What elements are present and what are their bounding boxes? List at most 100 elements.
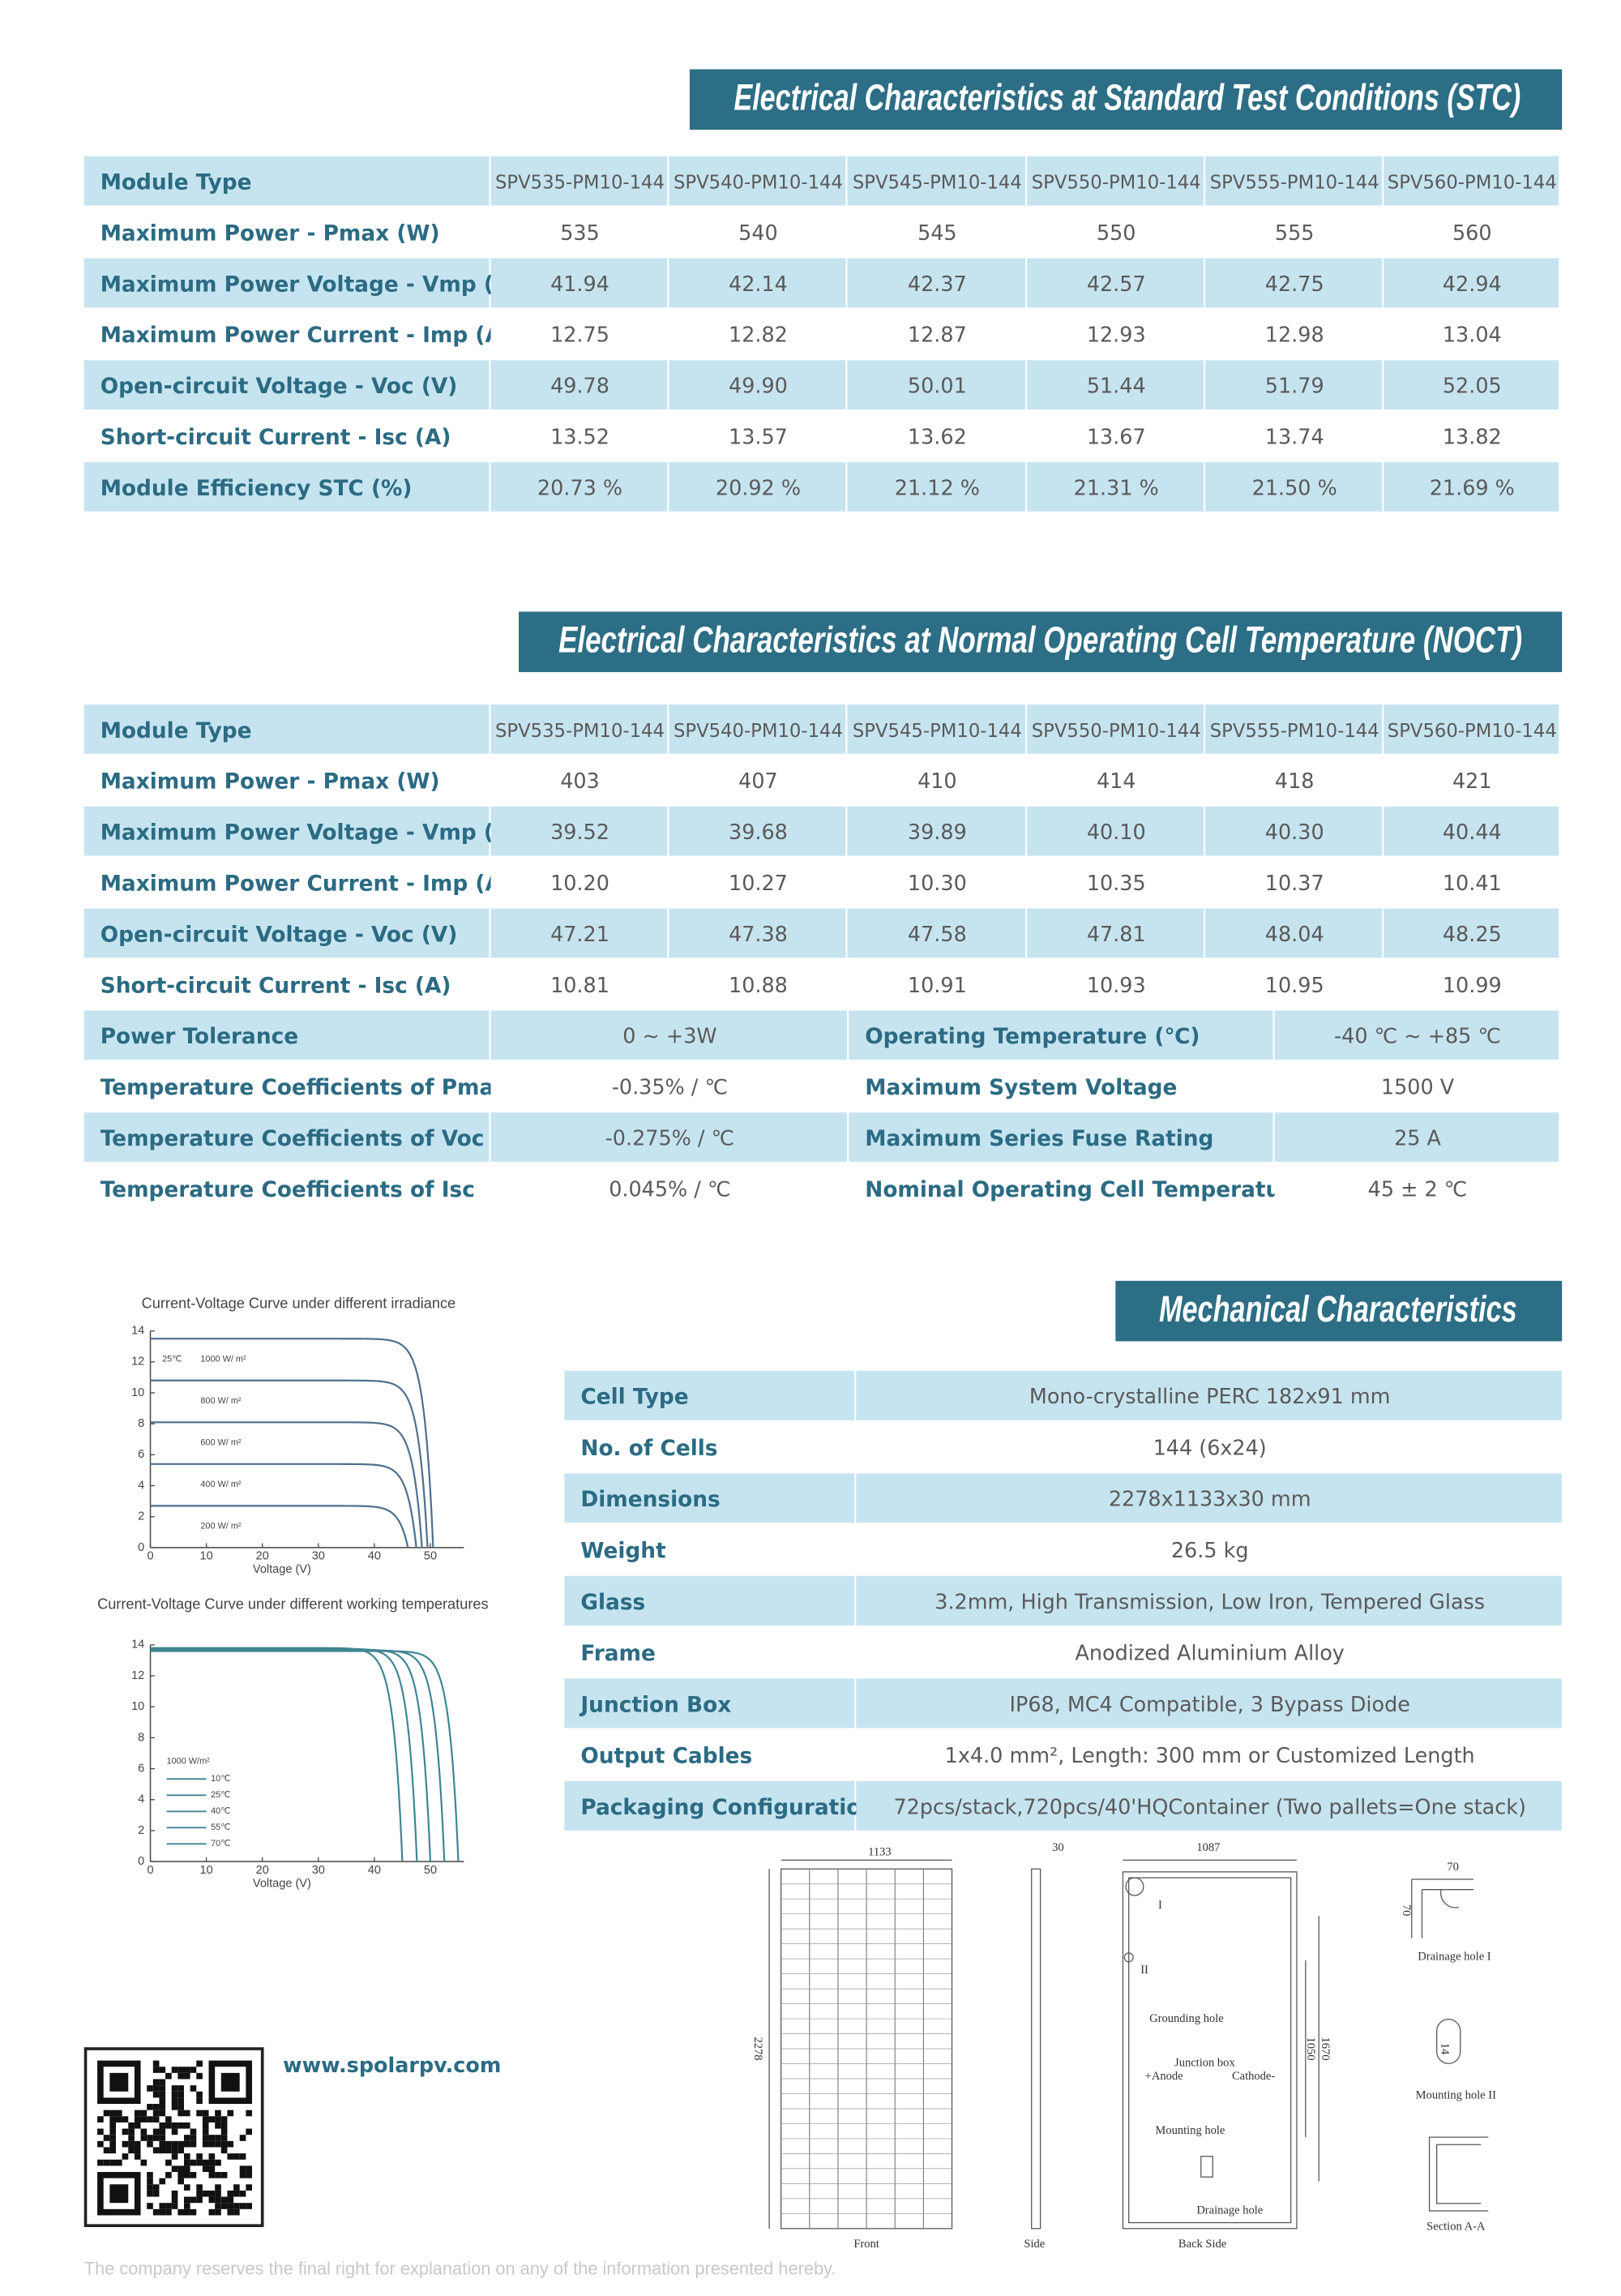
- cell-value: 48.04: [1265, 923, 1324, 947]
- table-cell: [83, 156, 490, 206]
- qr-finder: [109, 2072, 129, 2092]
- qr-module: [215, 2190, 221, 2197]
- cell-value: 545: [917, 221, 957, 246]
- dim-label: 70: [1400, 1904, 1413, 1917]
- qr-module: [183, 2165, 190, 2173]
- table-cell: [856, 1575, 1562, 1626]
- qr-module: [190, 2067, 197, 2073]
- table-cell: [856, 1678, 1562, 1728]
- cell-value: 10.20: [550, 872, 609, 896]
- dim-label: 1050: [1304, 2037, 1317, 2060]
- table-cell: [847, 360, 1026, 410]
- qr-module: [115, 2110, 122, 2117]
- iv-curve: [150, 1338, 434, 1548]
- row-label: Temperature Coefficients of Voc: [101, 1127, 485, 1151]
- y-tick-label: 0: [138, 1855, 144, 1868]
- noct-title-bar: [519, 611, 1563, 673]
- table-cell: [847, 908, 1026, 958]
- qr-module: [165, 2072, 172, 2080]
- table-cell: [83, 857, 490, 907]
- table-cell: [490, 156, 668, 206]
- cell-value: SPV555-PM10-144: [1210, 721, 1379, 742]
- qr-module: [147, 2135, 153, 2141]
- row-label: Module Type: [101, 170, 252, 195]
- table-cell: [669, 258, 846, 308]
- qr-module: [152, 2079, 160, 2086]
- table-cell: [847, 309, 1026, 359]
- footer: The company reserves the final right for…: [84, 2258, 836, 2278]
- x-tick-label: 20: [256, 1864, 269, 1877]
- qr-module: [140, 2116, 148, 2123]
- qr-module: [202, 2140, 209, 2148]
- qr-module: [128, 2122, 135, 2129]
- row-label: Short-circuit Current - Isc (A): [101, 974, 451, 998]
- qr-module: [190, 2172, 197, 2178]
- table-cell: [1027, 462, 1204, 512]
- qr-module: [177, 2208, 184, 2216]
- table-cell: [490, 1163, 848, 1213]
- qr-module: [177, 2172, 184, 2178]
- qr-module: [165, 2116, 172, 2123]
- table-cell: [1027, 258, 1204, 308]
- qr-module: [177, 2110, 184, 2117]
- row-label: Temperature Coefficients of Pmax: [101, 1076, 508, 1100]
- qr-module: [109, 2116, 116, 2123]
- iv-curve: [150, 1648, 432, 1862]
- table-cell: [1274, 1010, 1559, 1060]
- table-cell: [849, 1112, 1273, 1162]
- legend-label: 55℃: [211, 1823, 230, 1832]
- table-cell: [564, 1627, 855, 1677]
- qr-module: [122, 2140, 129, 2148]
- row-label: Maximum Series Fuse Rating: [865, 1127, 1213, 1151]
- row-label: Open-circuit Voltage - Voc (V): [101, 923, 458, 947]
- qr-module: [183, 2140, 190, 2148]
- back-inner: [1128, 1877, 1292, 2224]
- qr-module: [97, 2140, 104, 2148]
- table-cell: [1027, 857, 1204, 907]
- cell-value: 10.95: [1265, 974, 1324, 998]
- table-cell: [1027, 156, 1204, 206]
- qr-module: [115, 2116, 122, 2123]
- cell-value: 10.99: [1443, 974, 1502, 998]
- table-cell: [669, 462, 846, 512]
- table-cell: [490, 755, 668, 805]
- table-cell: [490, 1010, 848, 1060]
- stc-title-bar: [689, 69, 1563, 130]
- drawing-label: I: [1158, 1899, 1162, 1912]
- table-cell: [1027, 411, 1204, 460]
- cell-value: 10.81: [550, 974, 609, 998]
- table-cell: [847, 857, 1026, 907]
- qr-module: [239, 2190, 246, 2197]
- table-cell: [83, 309, 490, 359]
- cell-value: 13.67: [1087, 425, 1146, 449]
- iv-curve: [150, 1421, 423, 1548]
- cell-value: 39.68: [729, 820, 788, 845]
- x-tick-label: 30: [312, 1864, 325, 1877]
- cell-value: 13.82: [1443, 425, 1502, 449]
- table-cell: [564, 1780, 855, 1831]
- row-label: Operating Temperature (℃): [865, 1025, 1200, 1049]
- table-cell: [856, 1473, 1562, 1523]
- legend-label: 25℃: [211, 1790, 230, 1800]
- table-cell: [1027, 360, 1204, 410]
- cell-value: 42.14: [729, 272, 788, 297]
- qr-module: [183, 2203, 190, 2209]
- qr-module: [177, 2140, 184, 2148]
- cell-value: 21.50 %: [1252, 476, 1337, 500]
- cell-value: 555: [1275, 221, 1315, 246]
- qr-module: [147, 2190, 153, 2197]
- qr-module: [215, 2159, 221, 2166]
- cell-value: SPV535-PM10-144: [495, 172, 665, 193]
- qr-module: [159, 2128, 166, 2135]
- qr-module: [165, 2147, 172, 2154]
- qr-module: [227, 2203, 234, 2209]
- qr-module: [165, 2203, 172, 2209]
- cell-value: 52.05: [1443, 375, 1502, 399]
- qr-module: [128, 2147, 135, 2154]
- table-cell: [1205, 857, 1383, 907]
- cell-value: 10.93: [1087, 974, 1146, 998]
- qr-module: [208, 2153, 216, 2160]
- row-label: Cell Type: [580, 1386, 688, 1410]
- detail-circle: [1125, 1877, 1144, 1896]
- qr-module: [109, 2122, 116, 2129]
